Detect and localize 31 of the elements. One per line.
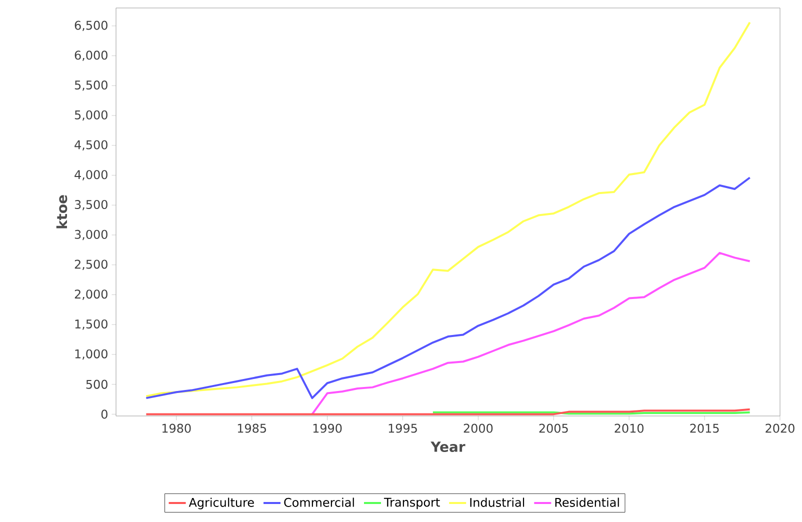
x-axis-title: Year	[430, 442, 466, 452]
x-tick-label: 2020	[766, 424, 794, 433]
y-tick-label: 5,500	[74, 80, 108, 91]
x-tick-label: 1990	[313, 424, 342, 433]
x-tick-label: 2015	[690, 424, 719, 433]
x-tick-label: 1980	[162, 424, 191, 433]
legend-label: Commercial	[284, 498, 354, 507]
y-tick-label: 4,500	[74, 140, 108, 151]
y-tick-label: 500	[86, 380, 108, 389]
y-tick-label: 6,500	[74, 20, 108, 32]
legend-label: Industrial	[470, 498, 524, 507]
y-tick-label: 0	[101, 410, 108, 419]
x-tick-label: 2000	[464, 424, 493, 433]
legend-label: Residential	[555, 498, 619, 507]
y-tick-label: 3,500	[74, 200, 108, 210]
y-tick-label: 5,000	[74, 110, 108, 121]
y-axis-title: ktoe	[56, 195, 68, 228]
legend-label: Agriculture	[188, 498, 254, 510]
x-tick-label: 2010	[614, 424, 644, 433]
y-tick-label: 2,000	[74, 290, 108, 300]
x-tick-label: 2005	[539, 424, 568, 433]
y-tick-label: 1,500	[75, 319, 108, 330]
x-tick-label: 1995	[388, 424, 417, 433]
y-tick-label: 1,000	[75, 349, 108, 360]
y-tick-label: 3,000	[74, 230, 108, 240]
legend-label: Transport	[384, 498, 440, 510]
line-series	[311, 252, 751, 416]
y-tick-label: 2,500	[74, 260, 108, 270]
x-tick-label: 1985	[238, 424, 266, 433]
y-tick-label: 4,000	[74, 170, 108, 180]
y-tick-label: 6,000	[74, 50, 108, 61]
